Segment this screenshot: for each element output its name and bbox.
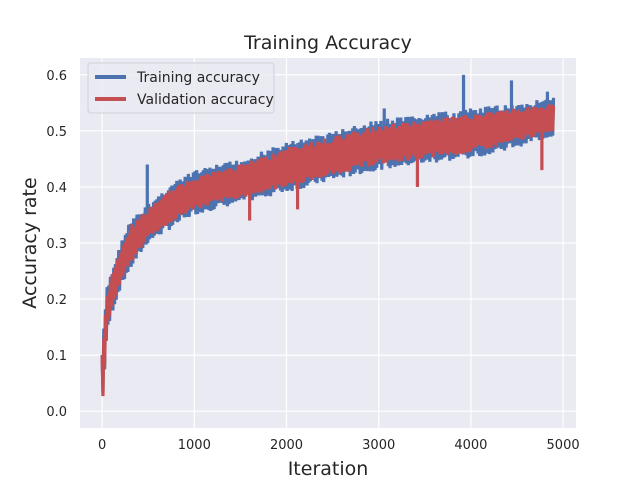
chart-title: Training Accuracy	[243, 32, 412, 54]
x-axis-label: Iteration	[288, 458, 369, 480]
y-tick-label: 0.6	[46, 69, 67, 84]
x-tick-label: 2000	[270, 438, 303, 453]
legend: Training accuracy Validation accuracy	[87, 62, 275, 114]
legend-box	[87, 62, 275, 114]
x-tick-label: 3000	[362, 438, 395, 453]
y-tick-label: 0.0	[46, 405, 67, 420]
y-tick-label: 0.5	[46, 125, 67, 140]
x-tick-label: 0	[98, 438, 106, 453]
x-tick-label: 5000	[547, 438, 580, 453]
legend-label-training: Training accuracy	[136, 70, 260, 86]
legend-label-validation: Validation accuracy	[137, 92, 274, 108]
y-tick-label: 0.2	[46, 293, 67, 308]
y-tick-label: 0.4	[46, 181, 67, 196]
y-tick-label: 0.3	[46, 237, 67, 252]
series-layer	[100, 74, 556, 397]
axes: 0 1000 2000 3000 4000 5000 0.0 0.1 0.2 0.3 0.4 0.5 0…	[46, 69, 579, 453]
y-axis-label: Accuracy rate	[19, 177, 41, 308]
x-tick-label: 1000	[178, 438, 211, 453]
y-tick-label: 0.1	[46, 349, 67, 364]
validation-accuracy-series	[100, 104, 556, 397]
x-tick-label: 4000	[454, 438, 487, 453]
